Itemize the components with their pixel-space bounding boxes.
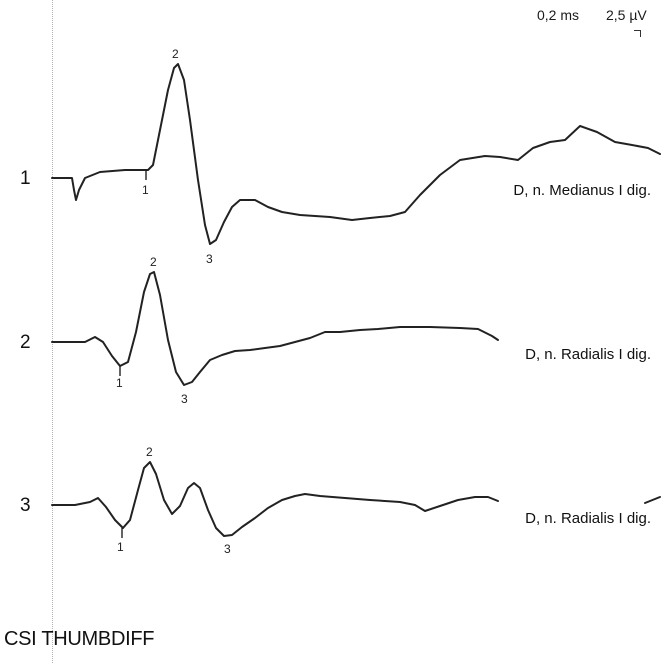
trace-label-3: D, n. Radialis I dig. xyxy=(525,510,651,527)
marker-3-1-label: 1 xyxy=(117,540,124,554)
marker-2-1-label: 1 xyxy=(116,376,123,390)
trace-2-line xyxy=(51,271,499,386)
scale-bar-icon xyxy=(634,30,641,37)
trace-number-3: 3 xyxy=(20,495,31,516)
time-scale-label: 0,2 ms xyxy=(537,7,580,23)
trace-number-2: 2 xyxy=(20,332,31,353)
marker-2-2-label: 2 xyxy=(150,255,157,269)
trace-3-line xyxy=(51,461,499,537)
marker-1-3-label: 3 xyxy=(206,252,213,266)
trace-label-2: D, n. Radialis I dig. xyxy=(525,346,651,363)
trace-label-1: D, n. Medianus I dig. xyxy=(513,182,651,199)
marker-2-3-label: 3 xyxy=(181,392,188,406)
protocol-title: CSI THUMBDIFF xyxy=(4,628,155,650)
amplitude-scale-label: 2,5 µV xyxy=(606,7,647,23)
marker-1-1-label: 1 xyxy=(142,183,149,197)
baseline-cursor-line xyxy=(52,0,53,663)
trace-number-1: 1 xyxy=(20,168,31,189)
marker-1-2-label: 2 xyxy=(172,47,179,61)
trace-1-line xyxy=(51,63,661,245)
marker-3-3-label: 3 xyxy=(224,542,231,556)
marker-3-2-label: 2 xyxy=(146,445,153,459)
trace-1-tail-line xyxy=(644,496,661,504)
